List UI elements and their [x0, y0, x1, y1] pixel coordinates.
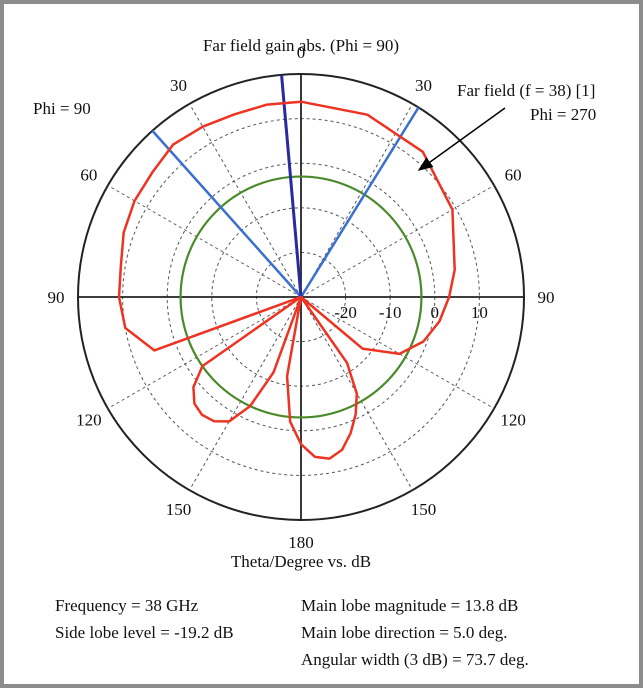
- info-main-lobe-magnitude: Main lobe magnitude = 13.8 dB: [301, 597, 518, 614]
- grid-spoke: [301, 186, 494, 298]
- info-angular-width: Angular width (3 dB) = 73.7 deg.: [301, 651, 529, 668]
- x-axis-label: Theta/Degree vs. dB: [231, 553, 371, 570]
- radial-tick-label: 10: [471, 303, 488, 322]
- angle-tick-label: 120: [76, 411, 102, 430]
- info-main-lobe-direction: Main lobe direction = 5.0 deg.: [301, 624, 507, 641]
- angle-tick-label: 90: [538, 288, 555, 307]
- angle-tick-label: 30: [415, 76, 432, 95]
- angle-tick-label: 180: [288, 533, 314, 552]
- angle-tick-label: 30: [170, 76, 187, 95]
- angle-tick-label: 120: [500, 411, 526, 430]
- beamwidth-line: [152, 131, 301, 297]
- grid-spoke: [190, 104, 302, 297]
- radial-tick-label: -20: [334, 303, 357, 322]
- grid-spoke: [108, 297, 301, 409]
- main-lobe-line: [282, 75, 301, 297]
- angle-tick-label: 60: [80, 166, 97, 185]
- radial-tick-label: 0: [431, 303, 440, 322]
- radial-tick-label: -10: [379, 303, 402, 322]
- angle-tick-label: 150: [166, 500, 192, 519]
- angle-tick-label: 60: [505, 166, 522, 185]
- info-frequency: Frequency = 38 GHz: [55, 597, 198, 614]
- info-side-lobe: Side lobe level = -19.2 dB: [55, 624, 234, 641]
- grid-spoke: [108, 186, 301, 298]
- angle-tick-label: 150: [411, 500, 437, 519]
- angle-tick-label: 90: [48, 288, 65, 307]
- angle-tick-label: 0: [297, 43, 306, 62]
- polar-traces: [119, 75, 455, 459]
- grid-spoke: [190, 297, 302, 490]
